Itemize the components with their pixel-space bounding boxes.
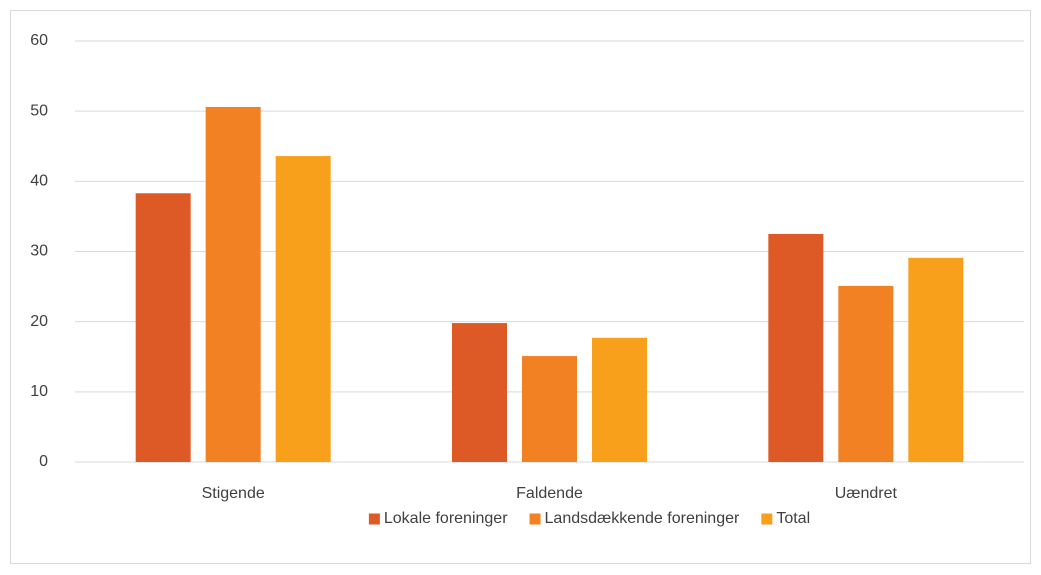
bar <box>452 323 507 462</box>
x-tick-label: Uændret <box>835 485 898 502</box>
y-tick-label: 30 <box>30 243 48 260</box>
bar <box>908 257 964 462</box>
legend-label: Landsdækkende foreninger <box>545 510 740 527</box>
y-tick-label: 40 <box>30 173 48 190</box>
y-tick-label: 0 <box>39 453 48 470</box>
x-tick-label: Faldende <box>516 485 583 502</box>
bar <box>768 233 824 462</box>
bar <box>522 356 577 462</box>
y-tick-label: 20 <box>30 313 48 330</box>
legend-swatch <box>529 513 541 525</box>
bar <box>592 337 647 462</box>
legend-label: Total <box>776 510 810 527</box>
y-tick-label: 60 <box>30 32 48 49</box>
bar <box>275 156 331 462</box>
bar <box>205 106 261 462</box>
y-tick-label: 10 <box>30 383 48 400</box>
y-tick-label: 50 <box>30 102 48 119</box>
bar <box>135 193 191 463</box>
bar <box>838 285 894 462</box>
x-tick-label: Stigende <box>202 485 265 502</box>
legend-label: Lokale foreninger <box>384 510 508 527</box>
legend-swatch <box>368 513 380 525</box>
legend-swatch <box>761 513 773 525</box>
